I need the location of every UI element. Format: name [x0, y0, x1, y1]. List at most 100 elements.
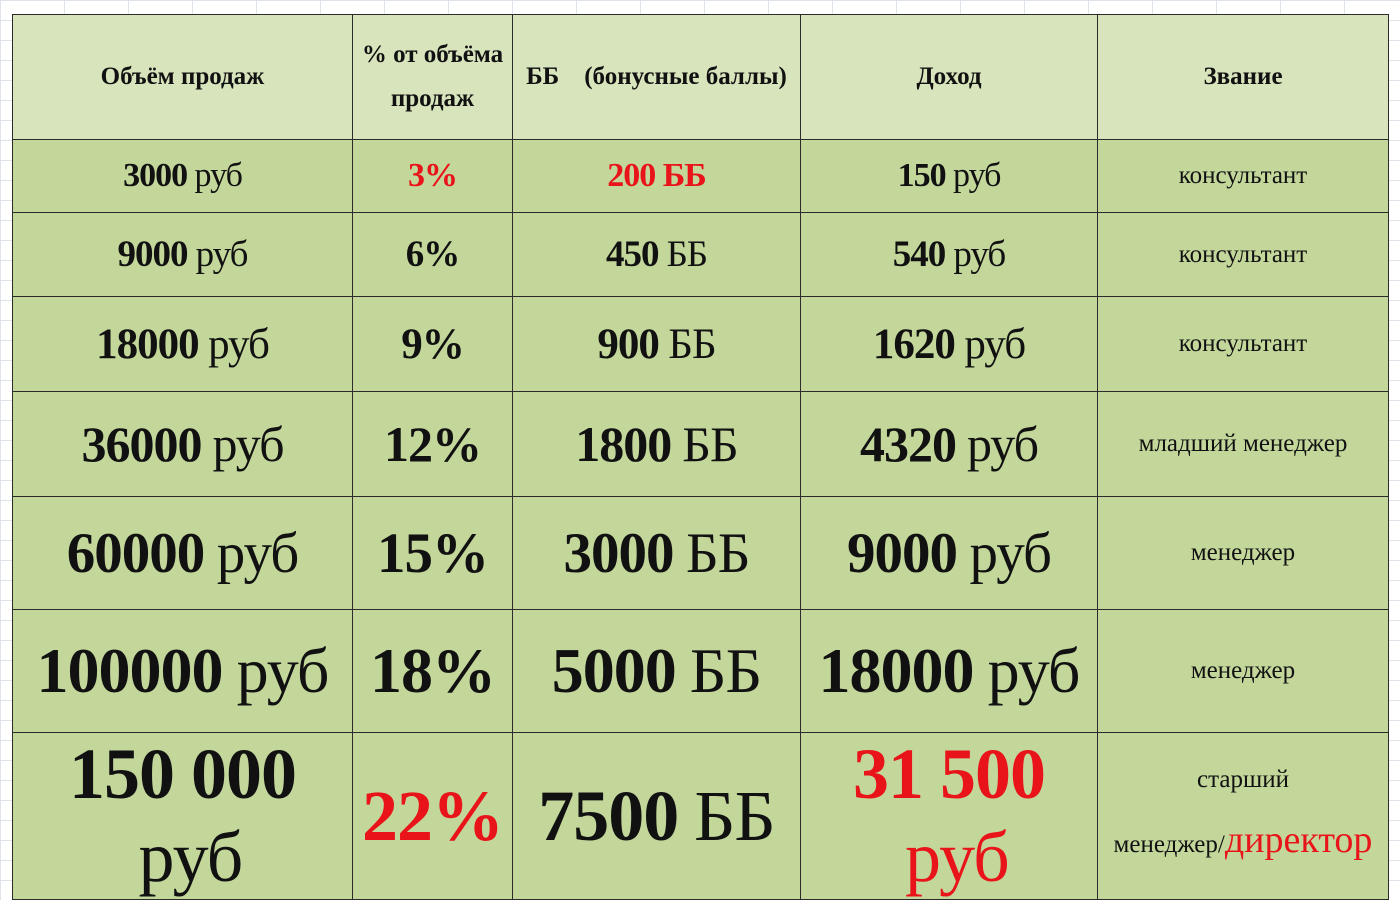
- cell-unit: ББ: [689, 635, 762, 706]
- cell-unit: руб: [953, 157, 1001, 194]
- cell-unit: руб: [966, 416, 1039, 472]
- rank-line: менеджер: [1102, 529, 1384, 577]
- cell-number: 5000: [551, 635, 677, 706]
- cell-number: 200: [607, 157, 656, 194]
- header-cell: ББ (бонусные баллы): [512, 14, 801, 140]
- cell-number: 540: [892, 234, 946, 275]
- percent-cell: 3%: [352, 139, 513, 213]
- cell-unit: руб: [969, 521, 1052, 585]
- header-cell: Звание: [1097, 14, 1389, 140]
- percent-cell: 22%: [352, 732, 513, 900]
- rank-text: старший: [1197, 766, 1289, 794]
- cell-number: 9000: [846, 521, 958, 585]
- rank-text: менеджер: [1190, 539, 1296, 567]
- cell-number: 36000: [81, 416, 202, 472]
- bonus-cell: 3000 ББ: [512, 496, 801, 610]
- volume-cell: 36000 руб: [12, 391, 353, 497]
- rank-line: старший: [1102, 756, 1384, 804]
- volume-cell: 100000 руб: [12, 609, 353, 733]
- rank-cell: менеджер: [1097, 496, 1389, 610]
- percent-cell: 6%: [352, 212, 513, 297]
- rank-cell: консультант: [1097, 212, 1389, 297]
- volume-cell: 3000 руб: [12, 139, 353, 213]
- volume-cell: 9000 руб: [12, 212, 353, 297]
- cell-number: 60000: [66, 521, 205, 585]
- bonus-cell: 1800 ББ: [512, 391, 801, 497]
- header-text: ББ (бонусные баллы): [526, 63, 787, 90]
- cell-number: 100000: [36, 635, 224, 706]
- income-cell: 18000 руб: [800, 609, 1098, 733]
- rank-text: консультант: [1178, 330, 1308, 358]
- cell-unit: руб: [195, 234, 249, 275]
- table-row: 36000 руб 12% 1800 ББ 4320 руб младший менеджер: [12, 391, 1389, 497]
- rank-text: консультант: [1178, 162, 1308, 190]
- bonus-table: Объём продаж % от объёма продаж ББ (бонусн…: [12, 14, 1389, 900]
- cell-unit: руб: [953, 234, 1006, 275]
- header-cell: % от объёма продаж: [352, 14, 513, 140]
- income-cell: 1620 руб: [800, 296, 1098, 392]
- cell-number: 1800: [575, 416, 672, 472]
- income-cell: 9000 руб: [800, 496, 1098, 610]
- cell-unit: руб: [194, 157, 243, 194]
- header-cell: Объём продаж: [12, 14, 353, 140]
- percent-cell: 9%: [352, 296, 513, 392]
- cell-unit: ББ: [668, 320, 716, 368]
- cell-unit: руб: [138, 817, 244, 897]
- rank-accent: директор: [1224, 818, 1373, 861]
- rank-line: консультант: [1102, 152, 1384, 200]
- table-row: 100000 руб 18% 5000 ББ 18000 руб менеджер: [12, 609, 1389, 733]
- cell-unit: руб: [236, 635, 330, 706]
- rank-cell: старший менеджер/директор: [1097, 732, 1389, 900]
- rank-text: менеджер/: [1113, 830, 1225, 858]
- rank-line: младший менеджер: [1102, 420, 1384, 468]
- cell-number: 9000: [117, 234, 189, 275]
- cell-number: 3%: [408, 157, 458, 194]
- volume-cell: 18000 руб: [12, 296, 353, 392]
- rank-line: консультант: [1102, 320, 1384, 368]
- cell-number: 31 500: [853, 734, 1046, 814]
- cell-unit: ББ: [666, 234, 708, 275]
- bonus-cell: 900 ББ: [512, 296, 801, 392]
- rank-text: консультант: [1178, 240, 1308, 268]
- rank-cell: консультант: [1097, 296, 1389, 392]
- rank-line: консультант: [1102, 231, 1384, 279]
- cell-number: 3000: [123, 157, 188, 194]
- cell-number: 900: [597, 320, 659, 368]
- cell-number: 22%: [362, 775, 504, 856]
- cell-number: 3000: [563, 521, 675, 585]
- header-row: Объём продаж % от объёма продаж ББ (бонусн…: [12, 14, 1389, 140]
- bonus-cell: 450 ББ: [512, 212, 801, 297]
- income-cell: 4320 руб: [800, 391, 1098, 497]
- cell-number: 9%: [401, 320, 464, 368]
- percent-cell: 12%: [352, 391, 513, 497]
- cell-unit: руб: [212, 416, 284, 472]
- table-row: 18000 руб 9% 900 ББ 1620 руб консультант: [12, 296, 1389, 392]
- cell-number: 1620: [872, 320, 956, 368]
- cell-unit: руб: [216, 521, 299, 585]
- cell-number: 18000: [818, 635, 975, 706]
- cell-unit: руб: [987, 635, 1081, 706]
- cell-unit: ББ: [686, 521, 750, 585]
- table-row: 3000 руб 3% 200 ББ 150 руб консультант: [12, 139, 1389, 213]
- volume-cell: 60000 руб: [12, 496, 353, 610]
- cell-unit: ББ: [662, 157, 707, 194]
- cell-number: 6%: [405, 234, 460, 275]
- cell-number: 12%: [384, 416, 482, 472]
- cell-unit: руб: [905, 817, 1010, 897]
- cell-unit: ББ: [694, 775, 776, 856]
- bonus-cell: 200 ББ: [512, 139, 801, 213]
- table-row: 150 000руб 22% 7500 ББ 31 500руб старший менед…: [12, 732, 1389, 900]
- header-text: Доход: [916, 63, 982, 90]
- table-body: 3000 руб 3% 200 ББ 150 руб консультант 9000 руб 6%…: [12, 139, 1389, 900]
- rank-cell: консультант: [1097, 139, 1389, 213]
- cell-number: 4320: [859, 416, 957, 472]
- cell-number: 7500: [538, 775, 679, 856]
- income-cell: 150 руб: [800, 139, 1098, 213]
- income-cell: 540 руб: [800, 212, 1098, 297]
- header-cell: Доход: [800, 14, 1098, 140]
- cell-number: 15%: [377, 521, 489, 585]
- bonus-cell: 7500 ББ: [512, 732, 801, 900]
- rank-cell: младший менеджер: [1097, 391, 1389, 497]
- rank-text: менеджер: [1190, 657, 1296, 685]
